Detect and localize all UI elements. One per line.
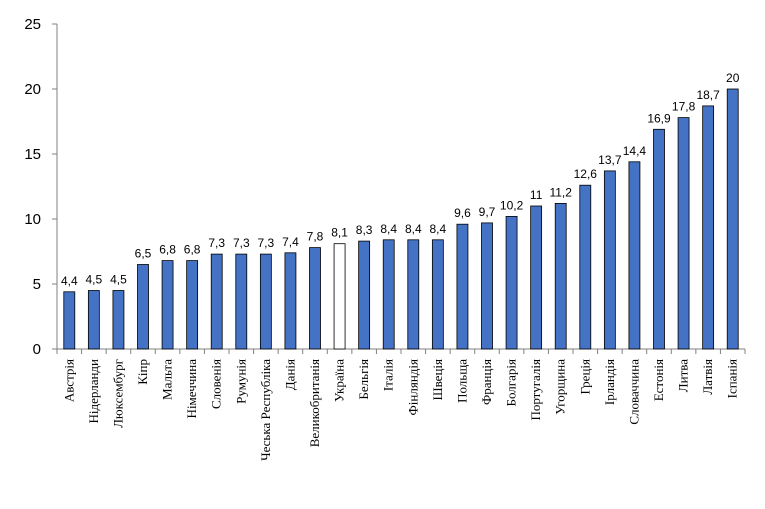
bar: [161, 260, 174, 350]
bar: [505, 215, 518, 350]
data-label: 10,2: [500, 198, 524, 212]
x-tick-label: Греція: [577, 359, 592, 395]
bar: [358, 240, 371, 350]
x-tick-label: Латвія: [700, 359, 715, 395]
data-label: 4,4: [61, 274, 78, 288]
data-label: 6,8: [159, 243, 176, 257]
y-tick-label: 0: [33, 341, 41, 358]
bar: [481, 222, 493, 350]
data-label: 20: [726, 71, 740, 85]
data-label: 12,6: [574, 167, 598, 181]
bar: [63, 291, 76, 350]
y-tick-label: 20: [24, 81, 41, 98]
x-tick-label: Австрія: [61, 359, 76, 402]
bar: [726, 88, 739, 350]
data-label: 4,5: [86, 273, 103, 287]
x-tick-label: Іспанія: [725, 359, 740, 398]
bar: [235, 253, 248, 350]
x-tick-label: Мальта: [160, 359, 175, 400]
x-tick-label: Німеччина: [184, 359, 199, 419]
x-tick-label: Естонія: [651, 359, 666, 401]
data-label: 8,4: [430, 222, 447, 236]
x-tick-label: Кіпр: [135, 359, 150, 385]
bar: [702, 105, 715, 350]
data-label: 13,7: [598, 153, 622, 167]
x-tick-label: Португалія: [528, 359, 543, 421]
x-tick-label: Литва: [676, 359, 691, 392]
x-tick-label: Румунія: [233, 359, 248, 404]
data-label: 7,3: [233, 236, 250, 250]
chart-data-labels: 4,4 4,5 4,5 6,5 6,8 6,8 7,3 7,3 7,3 7,4 7,8 8,1 8,3 8…: [61, 71, 740, 288]
x-tick-label: Словаччина: [626, 359, 641, 425]
bar: [628, 161, 641, 350]
bar: [87, 290, 100, 350]
chart-x-tick-labels: Австрія Нідерланди Люксембург Кіпр Мальта Нім…: [61, 359, 739, 461]
y-tick-label: 25: [24, 16, 41, 33]
bar: [677, 117, 690, 350]
bar: [554, 202, 567, 350]
x-tick-label: Словенія: [209, 359, 224, 409]
x-tick-label: Швеція: [430, 359, 445, 401]
bar: [284, 252, 297, 350]
data-label: 9,6: [454, 206, 471, 220]
data-label: 11,2: [549, 185, 572, 199]
x-tick-label: Данія: [282, 359, 297, 390]
chart-bars: [63, 88, 739, 350]
x-tick-label: Нідерланди: [86, 359, 101, 424]
bar: [309, 247, 321, 350]
x-tick-label: Франція: [479, 359, 494, 405]
x-tick-label: Італія: [381, 359, 396, 391]
bar: [431, 239, 444, 350]
data-label: 6,5: [135, 247, 152, 261]
data-label: 18,7: [696, 88, 720, 102]
bar: [530, 205, 543, 350]
y-tick-label: 15: [24, 146, 41, 163]
bar: [137, 264, 149, 350]
data-label: 7,4: [282, 235, 299, 249]
x-tick-label: Угорщина: [553, 359, 568, 415]
data-label: 11: [530, 188, 543, 202]
bar: [653, 128, 665, 350]
data-label: 9,7: [479, 205, 496, 219]
bar: [112, 290, 125, 350]
x-tick-label: Чеська Республіка: [258, 359, 273, 461]
x-tick-label: Болгарія: [504, 359, 519, 406]
data-label: 7,3: [208, 236, 225, 250]
bar: [382, 239, 395, 350]
data-label: 8,1: [331, 226, 348, 240]
data-label: 16,9: [647, 111, 671, 125]
x-tick-label: Бельгія: [356, 359, 371, 400]
bar: [333, 243, 346, 350]
x-tick-label: Люксембург: [110, 359, 125, 428]
data-label: 14,4: [623, 144, 647, 158]
x-tick-label: Польща: [454, 359, 469, 403]
bar: [210, 253, 223, 350]
bar: [579, 184, 592, 350]
bar: [259, 253, 272, 350]
data-label: 17,8: [672, 100, 696, 114]
x-tick-label: Фінляндія: [405, 359, 420, 415]
data-label: 7,3: [258, 236, 275, 250]
data-label: 8,4: [405, 222, 422, 236]
data-label: 6,8: [184, 243, 201, 257]
data-label: 8,3: [356, 223, 373, 237]
bar: [186, 260, 199, 350]
bar: [456, 223, 469, 350]
bar: [603, 170, 616, 350]
x-tick-label: Ірландія: [602, 359, 617, 405]
bar: [407, 239, 420, 350]
x-tick-label: Великобританія: [307, 359, 322, 447]
data-label: 8,4: [380, 222, 397, 236]
y-tick-label: 10: [24, 211, 41, 228]
data-label: 7,8: [307, 230, 324, 244]
x-tick-label: Україна: [332, 359, 347, 402]
y-tick-label: 5: [33, 276, 41, 293]
data-label: 4,5: [110, 273, 127, 287]
